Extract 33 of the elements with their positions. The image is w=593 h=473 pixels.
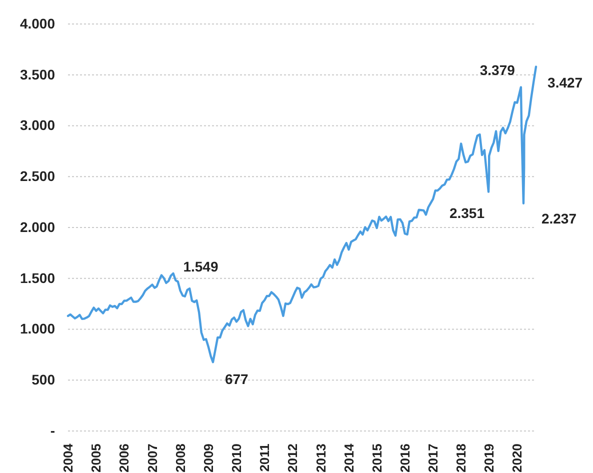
x-tick-label: 2014 — [341, 442, 356, 473]
x-tick-label: 2018 — [454, 444, 469, 473]
x-tick-label: 2016 — [397, 444, 412, 473]
x-tick-label: 2015 — [369, 444, 384, 473]
x-tick-label: 2009 — [200, 444, 216, 473]
y-tick-label: 3.500 — [20, 66, 56, 82]
x-tick-label: 2013 — [313, 444, 328, 473]
line-series — [66, 66, 538, 364]
y-tick-label: 500 — [32, 372, 56, 388]
x-tick-label: 2007 — [144, 444, 160, 473]
x-tick-label: 2017 — [426, 444, 441, 473]
annotation: 2.237 — [541, 210, 577, 226]
annotation: 1.549 — [183, 258, 218, 274]
x-tick-label: 2005 — [88, 444, 104, 473]
annotation: 3.379 — [480, 62, 516, 78]
x-tick-label: 2011 — [257, 444, 272, 472]
y-tick-label: 2.500 — [20, 168, 56, 184]
x-tick-label: 2010 — [229, 444, 244, 473]
annotation: 3.427 — [548, 74, 583, 90]
x-tick-label: 2006 — [116, 444, 132, 473]
x-tick-label: 2012 — [285, 444, 300, 473]
annotation: 677 — [224, 371, 249, 388]
x-tick-label: 2020 — [510, 444, 525, 473]
y-tick-label: - — [50, 422, 56, 438]
annotation: 2.351 — [449, 204, 485, 221]
x-tick-label: 2004 — [60, 442, 76, 473]
y-tick-label: 4.000 — [20, 15, 56, 32]
y-tick-label: 3.000 — [20, 117, 56, 134]
y-tick-label: 1.500 — [20, 270, 56, 286]
x-tick-label: 2019 — [482, 444, 497, 473]
y-tick-label: 1.000 — [20, 320, 56, 337]
y-tick-label: 2.000 — [20, 218, 56, 235]
x-tick-label: 2008 — [172, 444, 188, 473]
